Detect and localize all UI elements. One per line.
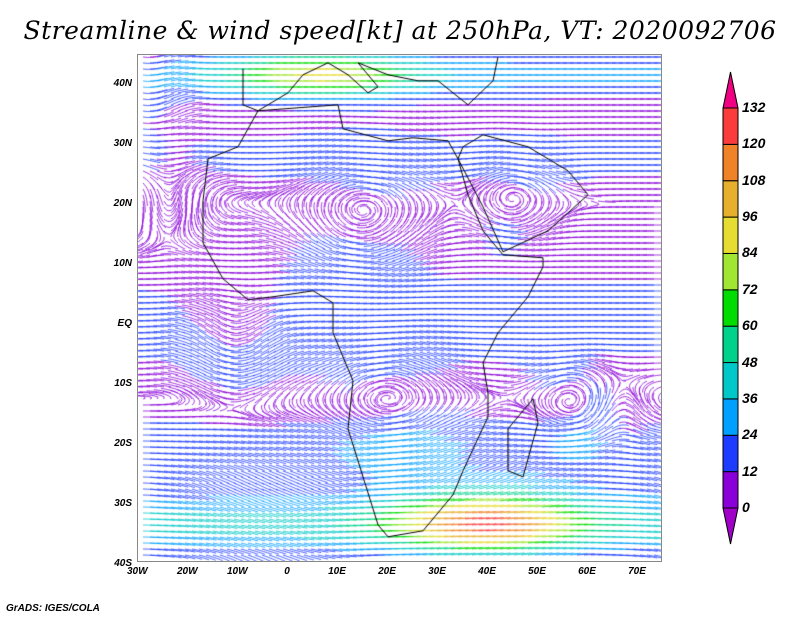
x-tick-label: 10E [328,566,346,577]
colorbar-label: 72 [742,280,758,297]
colorbar-band [722,180,739,218]
x-tick-label: 0 [284,566,290,577]
colorbar-over-arrow [722,71,739,109]
colorbar-label: 120 [742,135,766,152]
colorbar-band [722,362,739,400]
x-tick-label: 50E [528,566,546,577]
x-tick-label: 60E [578,566,596,577]
x-tick-label: 30E [428,566,446,577]
colorbar-label: 84 [742,244,758,261]
colorbar-band [722,289,739,327]
x-tick-label: 20W [177,566,198,577]
y-tick-label: 40N [113,78,132,89]
colorbar-label: 24 [742,426,758,443]
x-tick-label: 30W [127,566,148,577]
y-tick-label: 30S [114,498,132,509]
footer-credit: GrADS: IGES/COLA [6,603,100,614]
colorbar-label: 36 [742,389,758,406]
colorbar-label: 96 [742,208,758,225]
streamline-canvas [138,55,661,561]
colorbar-band [722,216,739,254]
colorbar-label: 60 [742,317,758,334]
colorbar-band [722,252,739,291]
y-tick-label: 10N [113,258,132,269]
y-tick-label: 30N [113,138,132,149]
x-tick-label: 10W [227,566,248,577]
colorbar-band [722,398,739,436]
streamline-map [137,54,662,562]
colorbar-label: 108 [742,171,766,188]
colorbar-label: 132 [742,99,766,115]
chart-title: Streamline & wind speed[kt] at 250hPa, V… [23,16,777,45]
x-tick-label: 20E [378,566,396,577]
colorbar-label: 0 [742,499,750,515]
x-tick-label: 70E [628,566,646,577]
colorbar-label: 48 [742,353,758,370]
y-tick-label: 10S [114,378,132,389]
colorbar-under-arrow [722,507,739,545]
y-tick-label: 20S [114,438,132,449]
colorbar-label: 12 [742,462,758,479]
x-tick-label: 40E [478,566,496,577]
y-tick-label: 40S [114,558,132,569]
colorbar-band [722,471,739,509]
y-tick-label: EQ [117,318,132,329]
colorbar-band [722,143,739,182]
y-tick-label: 20N [113,198,132,209]
colorbar-band [722,325,739,364]
colorbar-band [722,107,739,145]
colorbar-band [722,434,739,473]
